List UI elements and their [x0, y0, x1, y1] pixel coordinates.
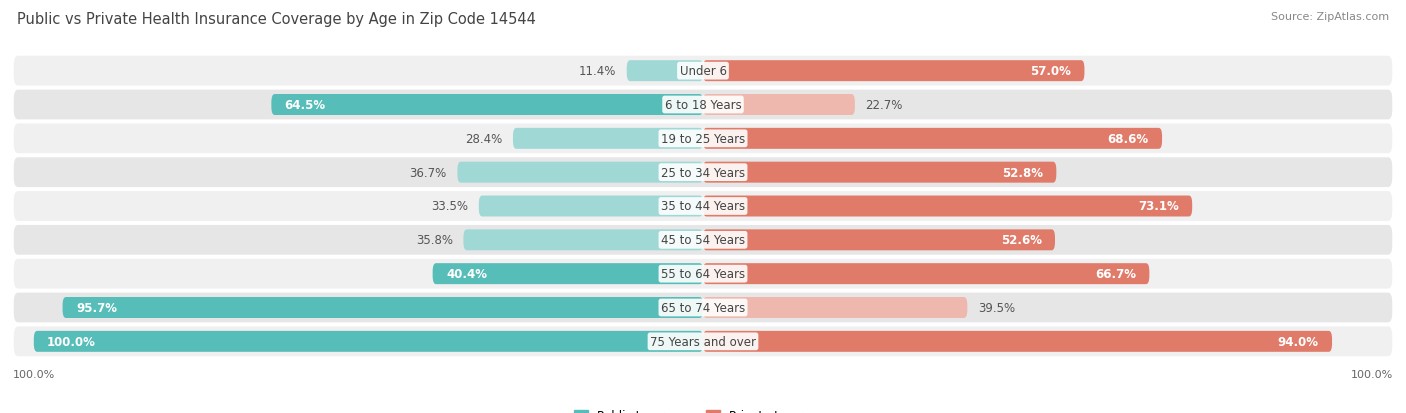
- Text: 11.4%: 11.4%: [579, 65, 616, 78]
- Legend: Public Insurance, Private Insurance: Public Insurance, Private Insurance: [569, 404, 837, 413]
- Text: 36.7%: 36.7%: [409, 166, 447, 179]
- Text: 40.4%: 40.4%: [446, 268, 486, 280]
- FancyBboxPatch shape: [14, 259, 1392, 289]
- Text: Source: ZipAtlas.com: Source: ZipAtlas.com: [1271, 12, 1389, 22]
- Text: 52.8%: 52.8%: [1002, 166, 1043, 179]
- FancyBboxPatch shape: [14, 192, 1392, 221]
- FancyBboxPatch shape: [14, 57, 1392, 86]
- FancyBboxPatch shape: [14, 158, 1392, 188]
- Text: 35 to 44 Years: 35 to 44 Years: [661, 200, 745, 213]
- FancyBboxPatch shape: [627, 61, 703, 82]
- Text: 55 to 64 Years: 55 to 64 Years: [661, 268, 745, 280]
- FancyBboxPatch shape: [34, 331, 703, 352]
- FancyBboxPatch shape: [703, 230, 1054, 251]
- FancyBboxPatch shape: [703, 297, 967, 318]
- Text: 33.5%: 33.5%: [432, 200, 468, 213]
- Text: 66.7%: 66.7%: [1095, 268, 1136, 280]
- FancyBboxPatch shape: [703, 162, 1056, 183]
- Text: Public vs Private Health Insurance Coverage by Age in Zip Code 14544: Public vs Private Health Insurance Cover…: [17, 12, 536, 27]
- Text: 19 to 25 Years: 19 to 25 Years: [661, 133, 745, 145]
- Text: 35.8%: 35.8%: [416, 234, 453, 247]
- FancyBboxPatch shape: [703, 61, 1084, 82]
- FancyBboxPatch shape: [271, 95, 703, 116]
- FancyBboxPatch shape: [513, 128, 703, 150]
- Text: 28.4%: 28.4%: [465, 133, 502, 145]
- FancyBboxPatch shape: [14, 90, 1392, 120]
- FancyBboxPatch shape: [433, 263, 703, 285]
- Text: 57.0%: 57.0%: [1031, 65, 1071, 78]
- Text: 95.7%: 95.7%: [76, 301, 117, 314]
- FancyBboxPatch shape: [457, 162, 703, 183]
- Text: 75 Years and over: 75 Years and over: [650, 335, 756, 348]
- FancyBboxPatch shape: [14, 327, 1392, 356]
- Text: 94.0%: 94.0%: [1278, 335, 1319, 348]
- FancyBboxPatch shape: [464, 230, 703, 251]
- Text: 22.7%: 22.7%: [866, 99, 903, 112]
- Text: 39.5%: 39.5%: [979, 301, 1015, 314]
- Text: 52.6%: 52.6%: [1001, 234, 1042, 247]
- FancyBboxPatch shape: [703, 196, 1192, 217]
- Text: 45 to 54 Years: 45 to 54 Years: [661, 234, 745, 247]
- Text: 73.1%: 73.1%: [1137, 200, 1178, 213]
- FancyBboxPatch shape: [14, 124, 1392, 154]
- FancyBboxPatch shape: [703, 263, 1149, 285]
- Text: 6 to 18 Years: 6 to 18 Years: [665, 99, 741, 112]
- FancyBboxPatch shape: [14, 225, 1392, 255]
- Text: Under 6: Under 6: [679, 65, 727, 78]
- FancyBboxPatch shape: [703, 95, 855, 116]
- Text: 100.0%: 100.0%: [48, 335, 96, 348]
- FancyBboxPatch shape: [14, 293, 1392, 323]
- Text: 64.5%: 64.5%: [285, 99, 326, 112]
- FancyBboxPatch shape: [703, 128, 1163, 150]
- FancyBboxPatch shape: [63, 297, 703, 318]
- Text: 65 to 74 Years: 65 to 74 Years: [661, 301, 745, 314]
- Text: 68.6%: 68.6%: [1108, 133, 1149, 145]
- FancyBboxPatch shape: [479, 196, 703, 217]
- FancyBboxPatch shape: [703, 331, 1331, 352]
- Text: 25 to 34 Years: 25 to 34 Years: [661, 166, 745, 179]
